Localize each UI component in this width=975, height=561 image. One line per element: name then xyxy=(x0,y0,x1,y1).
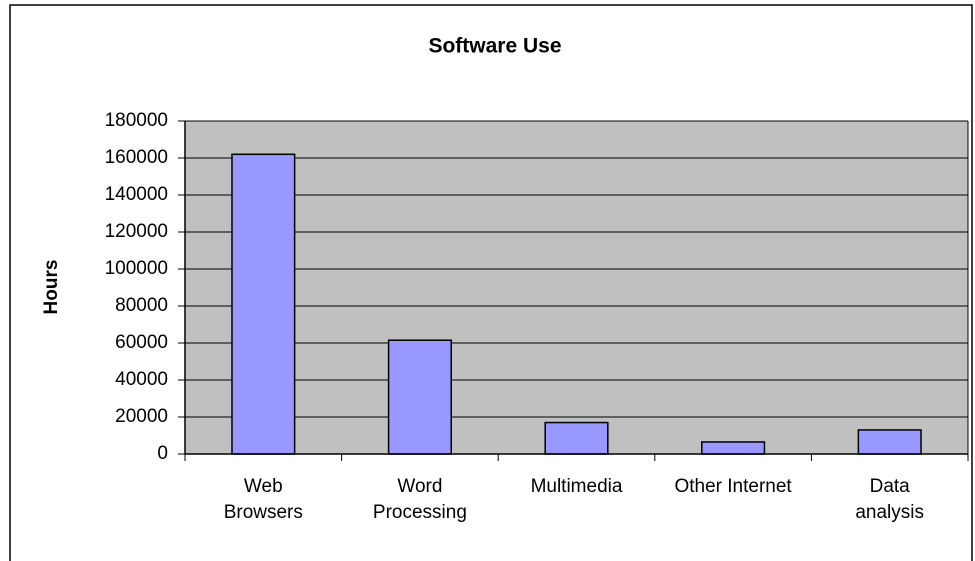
bar xyxy=(544,421,609,455)
y-tick-label: 80000 xyxy=(115,295,168,316)
x-tick-label: Other Internet xyxy=(674,476,792,497)
x-tick-label: Data analysis xyxy=(855,476,925,523)
plot-area xyxy=(185,121,968,454)
y-tick-label: 120000 xyxy=(105,221,168,242)
y-tick-label: 40000 xyxy=(115,369,168,390)
bar xyxy=(701,441,766,455)
y-axis-label: Hours xyxy=(41,260,62,315)
chart-border xyxy=(9,4,973,561)
y-tick-label: 20000 xyxy=(115,406,168,427)
x-tick-label: Word Processing xyxy=(372,476,467,523)
y-tick-label: 0 xyxy=(157,443,168,464)
bar xyxy=(857,429,922,455)
y-tick-label: 140000 xyxy=(105,184,168,205)
y-tick-label: 180000 xyxy=(105,110,168,131)
bar xyxy=(387,339,452,455)
chart-title: Software Use xyxy=(428,35,561,58)
y-tick-label: 100000 xyxy=(105,258,168,279)
bar xyxy=(231,153,296,455)
x-tick-label: Web Browsers xyxy=(223,476,303,523)
y-tick-label: 60000 xyxy=(115,332,168,353)
y-tick-label: 160000 xyxy=(105,147,168,168)
x-tick-label: Multimedia xyxy=(530,476,623,497)
